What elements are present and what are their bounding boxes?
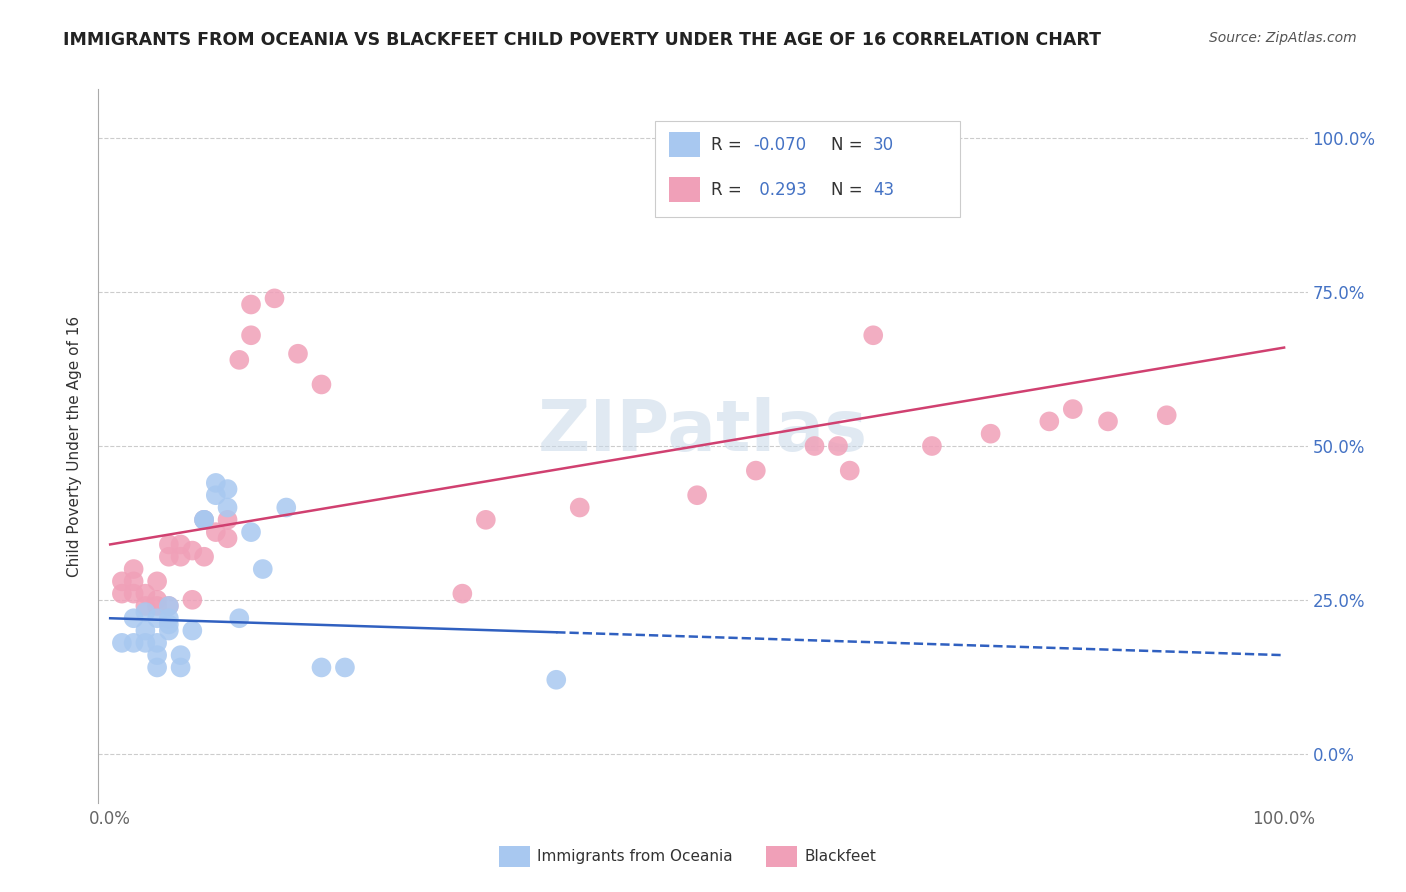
Point: [204, 488, 226, 502]
Point: [134, 587, 156, 601]
Point: [146, 636, 169, 650]
Text: IMMIGRANTS FROM OCEANIA VS BLACKFEET CHILD POVERTY UNDER THE AGE OF 16 CORRELATI: IMMIGRANTS FROM OCEANIA VS BLACKFEET CHI…: [63, 31, 1101, 49]
Point: [181, 592, 204, 607]
Point: [217, 500, 239, 515]
Point: [157, 611, 180, 625]
Point: [134, 624, 156, 638]
Point: [827, 439, 849, 453]
Point: [169, 537, 191, 551]
Point: [111, 574, 134, 589]
Point: [146, 574, 169, 589]
Point: [311, 660, 333, 674]
Point: [193, 513, 215, 527]
Point: [240, 328, 263, 343]
Point: [157, 599, 180, 613]
Point: [475, 513, 498, 527]
Point: [451, 587, 474, 601]
Text: Source: ZipAtlas.com: Source: ZipAtlas.com: [1209, 31, 1357, 45]
Point: [193, 549, 215, 564]
Point: [862, 328, 884, 343]
Point: [181, 624, 204, 638]
Point: [204, 475, 226, 490]
Text: 0.293: 0.293: [754, 181, 807, 199]
Point: [146, 599, 169, 613]
Point: [311, 377, 333, 392]
Point: [745, 464, 768, 478]
Text: R =: R =: [711, 181, 748, 199]
Point: [193, 513, 215, 527]
Point: [122, 636, 145, 650]
Point: [122, 562, 145, 576]
Point: [146, 648, 169, 662]
Text: Blackfeet: Blackfeet: [804, 849, 876, 863]
Point: [1038, 414, 1060, 428]
Point: [122, 587, 145, 601]
Point: [921, 439, 943, 453]
Point: [217, 513, 239, 527]
Text: N =: N =: [831, 181, 868, 199]
Point: [122, 574, 145, 589]
Point: [240, 525, 263, 540]
Point: [134, 636, 156, 650]
Point: [228, 611, 250, 625]
Point: [546, 673, 568, 687]
Point: [838, 464, 860, 478]
Text: ZIPatlas: ZIPatlas: [538, 397, 868, 467]
Point: [157, 537, 180, 551]
Text: 43: 43: [873, 181, 894, 199]
Point: [111, 587, 134, 601]
Point: [157, 549, 180, 564]
Point: [169, 648, 191, 662]
Point: [228, 352, 250, 367]
Text: Immigrants from Oceania: Immigrants from Oceania: [537, 849, 733, 863]
Text: R =: R =: [711, 136, 748, 154]
Point: [169, 549, 191, 564]
Point: [263, 291, 285, 305]
Point: [146, 660, 169, 674]
Point: [803, 439, 825, 453]
Point: [122, 611, 145, 625]
Point: [169, 660, 191, 674]
Point: [157, 617, 180, 632]
Point: [146, 592, 169, 607]
Text: 30: 30: [873, 136, 894, 154]
Point: [193, 513, 215, 527]
Point: [181, 543, 204, 558]
Point: [287, 347, 309, 361]
Point: [134, 599, 156, 613]
Text: N =: N =: [831, 136, 868, 154]
Point: [157, 599, 180, 613]
Point: [568, 500, 591, 515]
Point: [1097, 414, 1119, 428]
Point: [240, 297, 263, 311]
Point: [217, 482, 239, 496]
Point: [111, 636, 134, 650]
Y-axis label: Child Poverty Under the Age of 16: Child Poverty Under the Age of 16: [67, 316, 83, 576]
Point: [980, 426, 1002, 441]
Point: [157, 624, 180, 638]
Point: [146, 611, 169, 625]
Point: [1156, 409, 1178, 423]
Point: [333, 660, 356, 674]
Point: [134, 605, 156, 619]
Point: [1062, 402, 1084, 417]
Point: [217, 531, 239, 545]
Point: [686, 488, 709, 502]
Text: -0.070: -0.070: [754, 136, 807, 154]
Point: [252, 562, 274, 576]
Point: [204, 525, 226, 540]
Point: [276, 500, 298, 515]
